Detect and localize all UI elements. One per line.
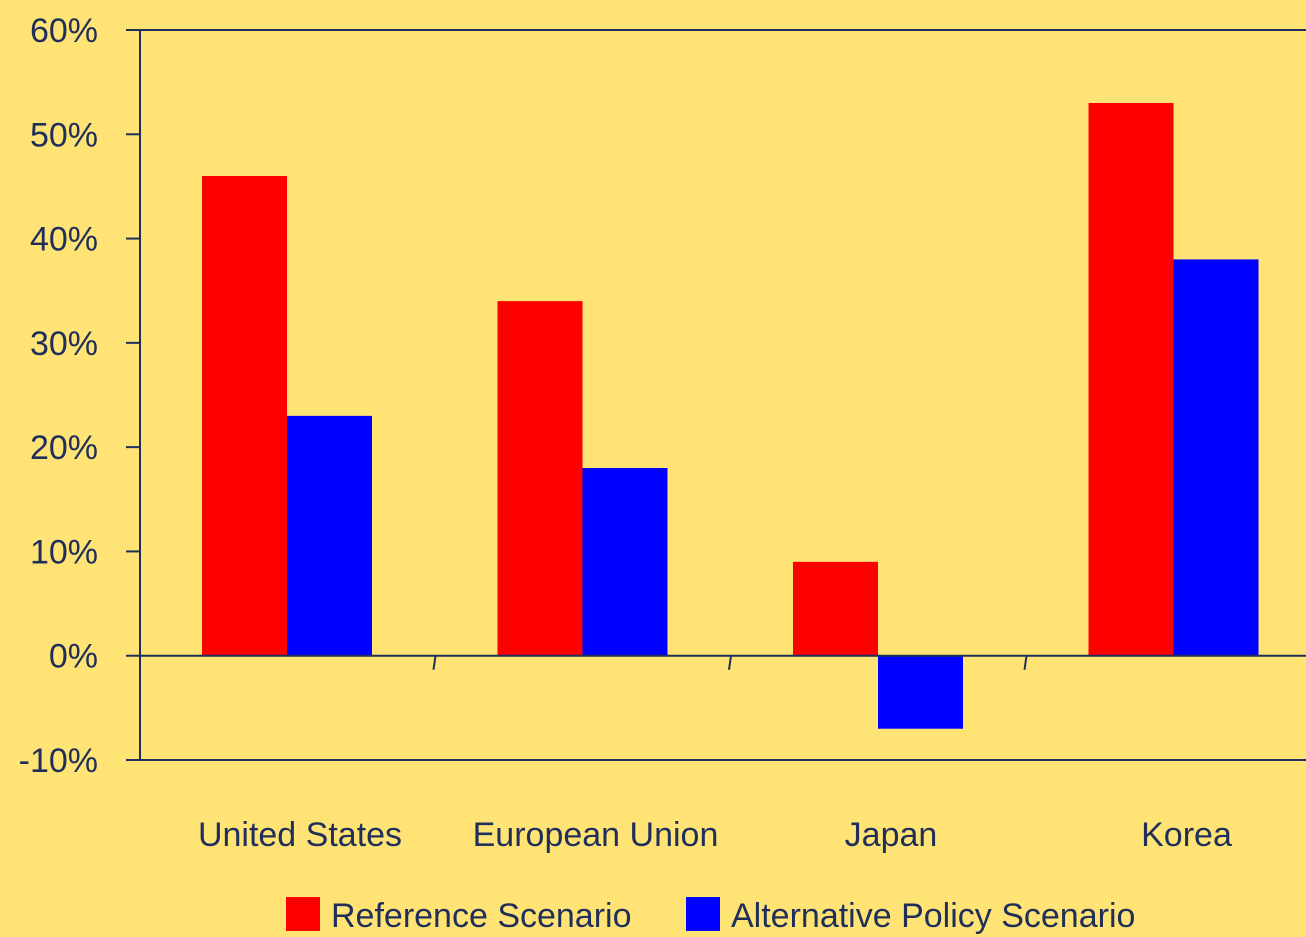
bar-korea-reference-scenario <box>1088 103 1174 656</box>
y-tick-label: 10% <box>30 533 98 571</box>
category-label: European Union <box>473 816 719 854</box>
x-tick-mark <box>1023 655 1028 670</box>
legend: Reference Scenario Alternative Policy Sce… <box>286 897 1135 935</box>
x-tick-mark <box>728 655 732 670</box>
legend-label: Alternative Policy Scenario <box>731 897 1135 935</box>
bar-korea-alternative-policy-scenario <box>1173 259 1259 656</box>
legend-label: Reference Scenario <box>331 897 632 935</box>
bar-japan-alternative-policy-scenario <box>878 655 963 729</box>
bar-united-states-reference-scenario <box>202 176 287 656</box>
axes-group <box>126 29 1306 761</box>
y-tick-label: 20% <box>30 429 98 467</box>
category-label: Korea <box>1141 816 1232 854</box>
category-label: United States <box>198 816 402 854</box>
bar-united-states-alternative-policy-scenario <box>287 415 372 656</box>
y-tick-label: 30% <box>30 325 98 363</box>
legend-swatch <box>686 897 720 931</box>
category-labels: United States European Union Japan Korea <box>198 816 1232 854</box>
bar-european-union-reference-scenario <box>497 301 583 656</box>
y-tick-label: 50% <box>30 116 98 154</box>
category-label: Japan <box>845 816 938 854</box>
bar-european-union-alternative-policy-scenario <box>582 468 668 656</box>
y-tick-label: 40% <box>30 221 98 259</box>
bars-group <box>202 103 1259 729</box>
y-tick-label: 0% <box>49 638 98 676</box>
x-tick-mark <box>432 655 437 670</box>
y-tick-label: -10% <box>19 742 98 780</box>
y-tick-labels: -10% 0% 10% 20% 30% 40% 50% 60% <box>19 12 98 780</box>
y-tick-label: 60% <box>30 12 98 50</box>
legend-swatch <box>286 897 320 931</box>
bar-japan-reference-scenario <box>793 561 878 656</box>
